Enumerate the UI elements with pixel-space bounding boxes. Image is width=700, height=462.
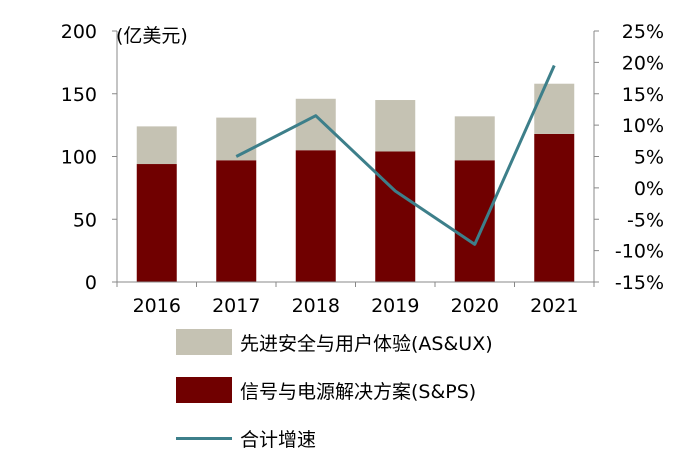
x-tick-label-2018: 2018 bbox=[292, 295, 340, 317]
legend: 先进安全与用户体验(AS&UX) 信号与电源解决方案(S&PS) 合计增速 bbox=[176, 318, 493, 462]
y-left-tick-label: 150 bbox=[61, 84, 97, 106]
y-right-tick-label: 5% bbox=[634, 147, 664, 169]
legend-swatch-sps bbox=[176, 377, 232, 403]
bar-sps-2018 bbox=[295, 150, 336, 282]
x-tick-label-2017: 2017 bbox=[212, 295, 260, 317]
bar-asux-2016 bbox=[136, 126, 177, 165]
axes-group bbox=[116, 31, 595, 283]
y-right-tick-label: 15% bbox=[622, 84, 664, 106]
y-right-tick-label: 20% bbox=[622, 52, 664, 74]
y-left-tick-label: 50 bbox=[73, 209, 97, 231]
legend-item-growth: 合计增速 bbox=[176, 414, 493, 462]
ticks-group: 0 50 100 150 200 -15% -10% -5% 0% 5% 10% 15% 20% 25% 2… bbox=[61, 21, 664, 317]
legend-item-asux: 先进安全与用户体验(AS&UX) bbox=[176, 318, 493, 366]
x-tick-label-2020: 2020 bbox=[451, 295, 499, 317]
bar-asux-2019 bbox=[375, 100, 416, 152]
y-right-tick-label: -5% bbox=[627, 209, 664, 231]
y-right-tick-label: 25% bbox=[622, 21, 664, 43]
y-left-tick-label: 200 bbox=[61, 21, 97, 43]
y-right-tick-label: 10% bbox=[622, 115, 664, 137]
y-right-tick-label: -10% bbox=[615, 241, 664, 263]
bar-sps-2019 bbox=[375, 151, 416, 282]
bar-sps-2020 bbox=[454, 160, 495, 282]
legend-item-sps: 信号与电源解决方案(S&PS) bbox=[176, 366, 493, 414]
bar-sps-2017 bbox=[216, 160, 257, 282]
unit-label: (亿美元) bbox=[116, 25, 188, 47]
x-tick-label-2019: 2019 bbox=[371, 295, 419, 317]
legend-label-asux: 先进安全与用户体验(AS&UX) bbox=[240, 332, 493, 355]
legend-swatch-asux bbox=[176, 329, 232, 355]
y-right-tick-label: 0% bbox=[634, 178, 664, 200]
y-left-tick-label: 0 bbox=[85, 272, 97, 294]
legend-label-growth: 合计增速 bbox=[240, 428, 317, 451]
legend-label-sps: 信号与电源解决方案(S&PS) bbox=[240, 380, 477, 403]
y-left-tick-label: 100 bbox=[61, 147, 97, 169]
growth-line bbox=[235, 64, 556, 246]
bar-asux-2018 bbox=[295, 98, 336, 151]
bar-asux-2017 bbox=[216, 117, 257, 161]
bar-sps-2016 bbox=[136, 164, 177, 282]
x-tick-label-2016: 2016 bbox=[133, 295, 181, 317]
x-tick-label-2021: 2021 bbox=[530, 295, 578, 317]
bars-group bbox=[136, 83, 575, 282]
legend-swatch-growth bbox=[176, 425, 232, 451]
bar-sps-2021 bbox=[534, 133, 575, 282]
bar-asux-2020 bbox=[454, 116, 495, 161]
bar-asux-2021 bbox=[534, 83, 575, 134]
growth-line-group bbox=[235, 64, 556, 246]
y-right-tick-label: -15% bbox=[615, 272, 664, 294]
